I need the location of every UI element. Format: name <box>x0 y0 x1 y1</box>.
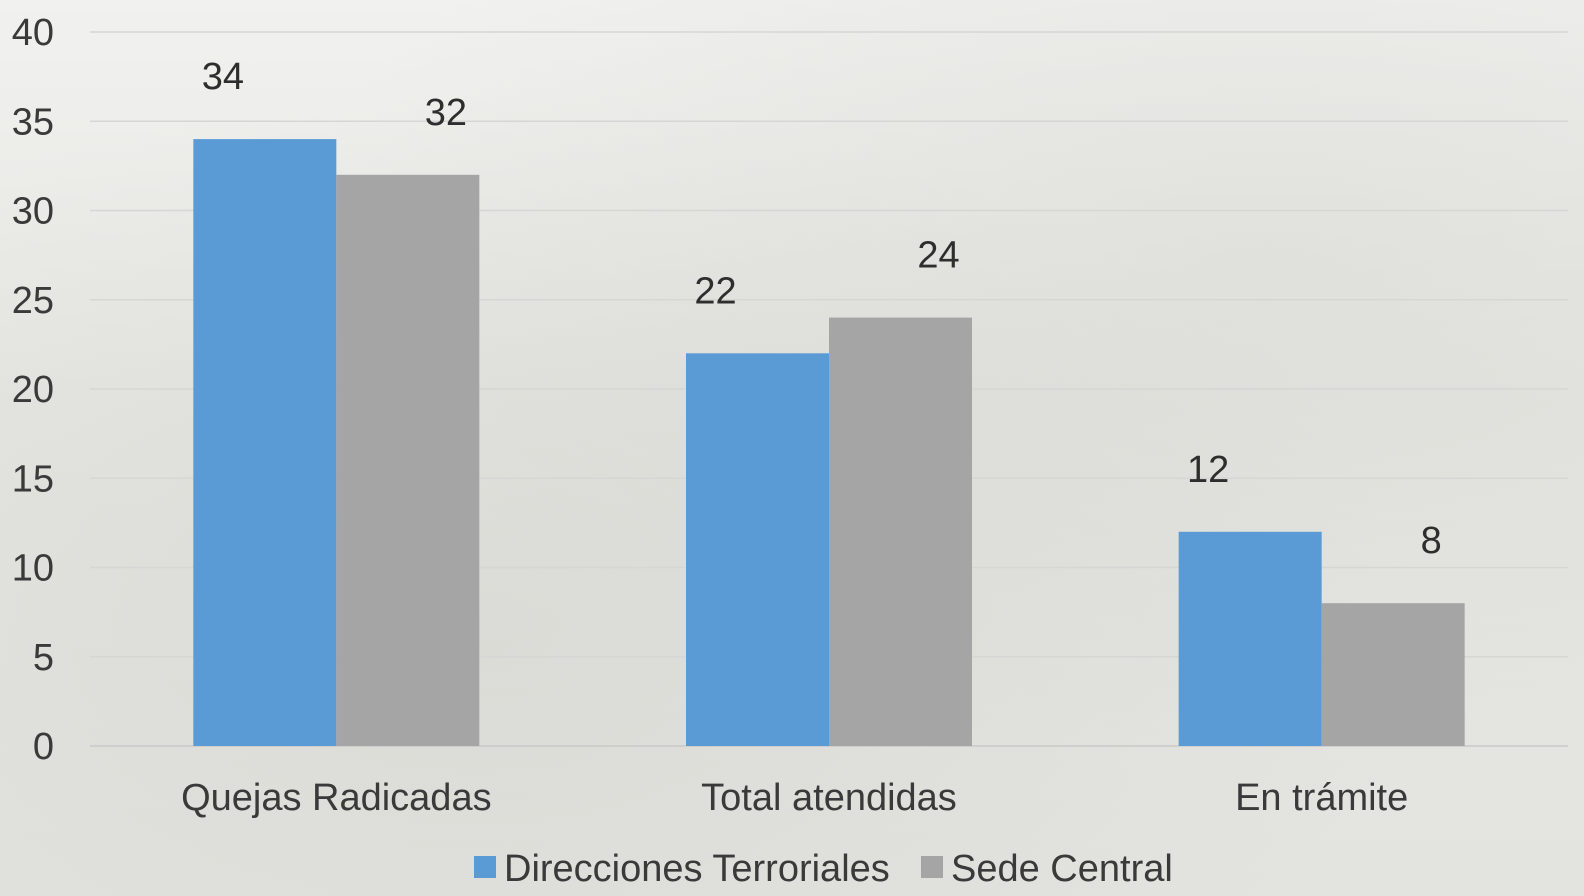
bar-quejas-radicadas-series-1 <box>336 174 480 747</box>
y-tick-label: 10 <box>12 548 54 590</box>
y-tick-label: 35 <box>12 101 54 143</box>
x-axis: Quejas Radicadas Total atendidas En trámit… <box>181 777 1408 819</box>
bar-total-atendidas-series-0 <box>686 353 829 746</box>
y-tick-label: 25 <box>12 280 54 322</box>
legend-swatch <box>921 856 943 878</box>
bar-total-atendidas-series-1 <box>829 317 972 746</box>
x-category-label: Quejas Radicadas <box>181 777 492 819</box>
bar-quejas-radicadas-series-0 <box>193 139 337 747</box>
legend: Direcciones Terroriales Sede Central <box>474 848 1173 890</box>
y-tick-label: 30 <box>12 191 54 233</box>
data-label: 22 <box>694 270 736 312</box>
y-tick-label: 40 <box>12 12 54 54</box>
data-label: 34 <box>202 56 244 98</box>
y-tick-label: 20 <box>12 369 54 411</box>
x-category-label: Total atendidas <box>701 777 957 819</box>
y-axis: 0 5 10 15 20 25 30 35 40 <box>12 12 54 768</box>
legend-swatch <box>474 856 496 878</box>
data-label: 8 <box>1421 520 1442 562</box>
y-tick-label: 15 <box>12 458 54 500</box>
y-tick-label: 5 <box>33 637 54 679</box>
legend-label: Sede Central <box>951 848 1173 890</box>
data-label: 12 <box>1187 449 1229 491</box>
bars <box>193 139 1465 747</box>
bar-en-tr-mite-series-0 <box>1178 531 1322 746</box>
data-label: 24 <box>917 235 959 277</box>
x-category-label: En trámite <box>1235 777 1408 819</box>
data-label: 32 <box>425 92 467 134</box>
y-tick-label: 0 <box>33 726 54 768</box>
legend-label: Direcciones Terroriales <box>504 848 890 890</box>
data-labels: 34 32 22 24 12 8 <box>202 56 1442 562</box>
bar-en-tr-mite-series-1 <box>1321 603 1465 746</box>
